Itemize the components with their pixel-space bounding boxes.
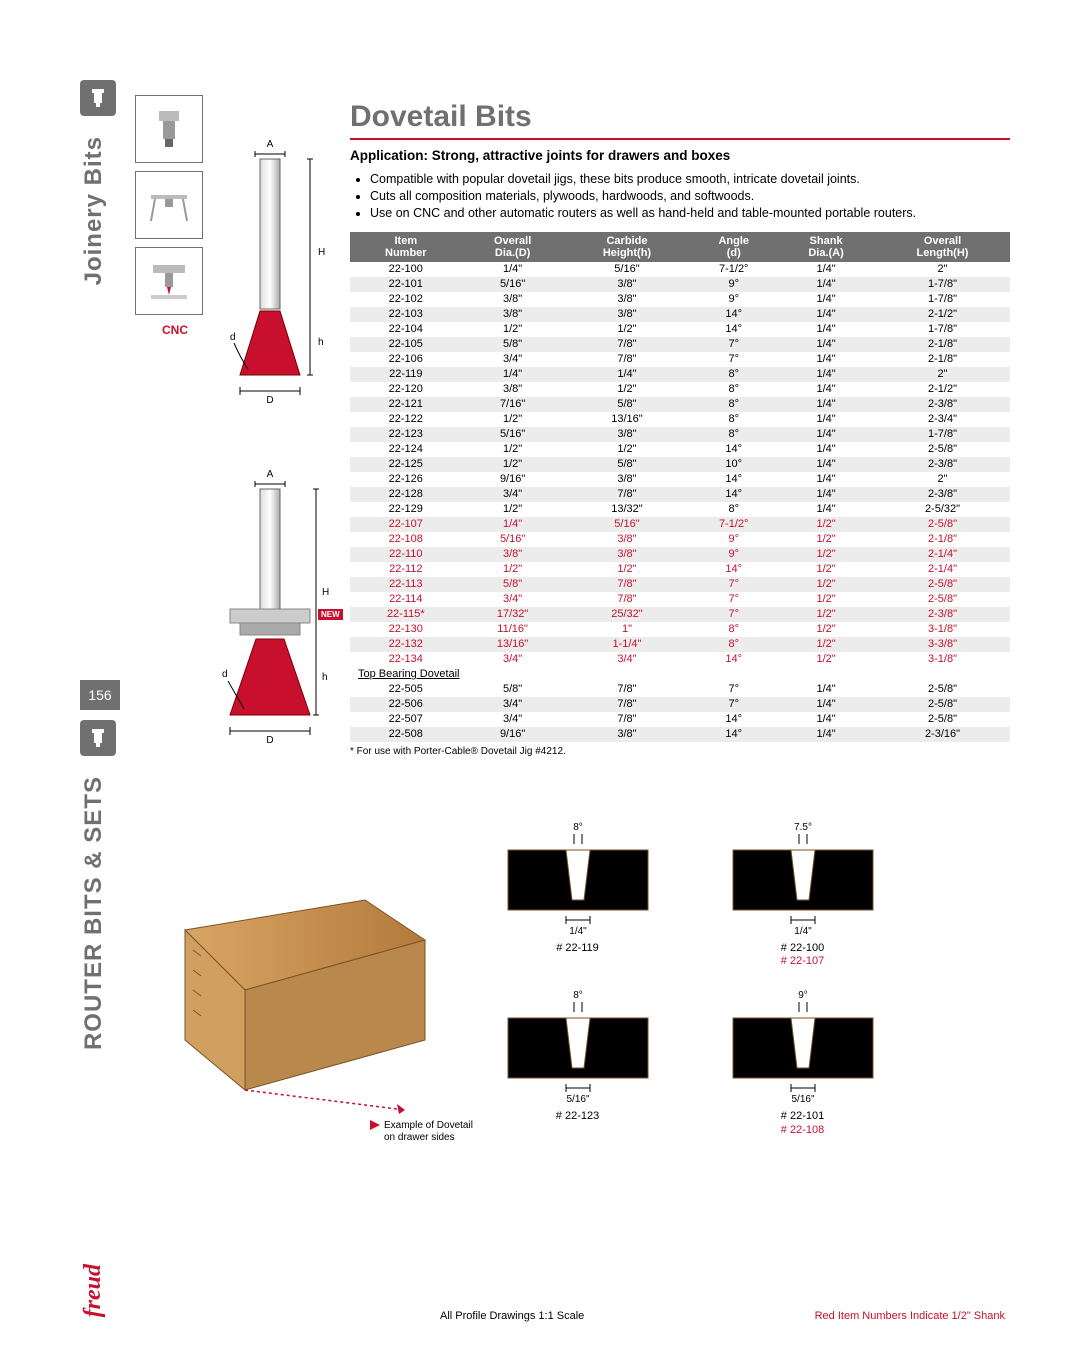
page-title: Dovetail Bits <box>350 100 1010 134</box>
table-footnote: * For use with Porter-Cable® Dovetail Ji… <box>350 746 1010 757</box>
spec-row: 22-1191/4"1/4"8°1/4"2" <box>350 367 1010 382</box>
spec-row: 22-1203/8"1/2"8°1/4"2-1/2" <box>350 382 1010 397</box>
spec-row: 22-1071/4"5/16"7-1/2°1/2"2-5/8" <box>350 517 1010 532</box>
router-icon-2 <box>80 720 116 756</box>
svg-text:H: H <box>322 587 329 598</box>
spec-row: 22-13213/16"1-1/4"8°1/2"3-3/8" <box>350 637 1010 652</box>
title-underline <box>350 138 1010 140</box>
spec-row: 22-1343/4"3/4"14°1/2"3-1/8" <box>350 652 1010 667</box>
spec-row: 22-1269/16"3/8"14°1/4"2" <box>350 472 1010 487</box>
svg-text:H: H <box>318 247 325 258</box>
spec-row: 22-1055/8"7/8"7°1/4"2-1/8" <box>350 337 1010 352</box>
spec-row: 22-1041/2"1/2"14°1/4"1-7/8" <box>350 322 1010 337</box>
spec-row: 22-115*NEW17/32"25/32"7°1/2"2-3/8" <box>350 607 1010 622</box>
new-tag: NEW <box>318 609 343 620</box>
spec-row: 22-1015/16"3/8"9°1/4"1-7/8" <box>350 277 1010 292</box>
spec-row: 22-5089/16"3/8"14°1/4"2-3/16" <box>350 727 1010 742</box>
router-icon <box>80 80 116 116</box>
section-label-bottom: ROUTER BITS & SETS <box>80 776 120 1050</box>
section-label-top: Joinery Bits <box>80 136 120 285</box>
drawer-illustration <box>145 870 445 1135</box>
svg-text:9°: 9° <box>798 990 808 1001</box>
spec-column-header: Angle(d) <box>690 232 777 262</box>
bit-diagram-column: A d H h D A d H h D <box>200 135 340 795</box>
spec-column-header: OverallDia.(D) <box>462 232 564 262</box>
svg-text:d: d <box>222 669 228 680</box>
spec-row: 22-13011/16"1"8°1/2"3-1/8" <box>350 622 1010 637</box>
feature-bullet: Cuts all composition materials, plywoods… <box>370 188 1010 205</box>
profile-cell: 8° 1/4" # 22-119 <box>480 820 675 968</box>
profile-cell: 8° 5/16" # 22-123 <box>480 988 675 1136</box>
feature-bullets: Compatible with popular dovetail jigs, t… <box>350 171 1010 222</box>
spec-row: 22-1033/8"3/8"14°1/4"2-1/2" <box>350 307 1010 322</box>
spec-row: 22-1001/4"5/16"7-1/2°1/4"2" <box>350 262 1010 277</box>
spec-row: 22-1283/4"7/8"14°1/4"2-3/8" <box>350 487 1010 502</box>
svg-text:D: D <box>266 395 273 406</box>
footer-left: All Profile Drawings 1:1 Scale <box>440 1310 584 1322</box>
spec-row: 22-1085/16"3/8"9°1/2"2-1/8" <box>350 532 1010 547</box>
svg-text:5/16": 5/16" <box>566 1094 589 1105</box>
svg-text:d: d <box>230 332 236 343</box>
svg-text:8°: 8° <box>573 990 583 1001</box>
svg-text:1/4": 1/4" <box>569 926 587 937</box>
svg-text:8°: 8° <box>573 822 583 833</box>
bit-diagram-1: A d H h D <box>200 135 340 435</box>
thumb-router-table-icon <box>135 171 203 239</box>
page-number: 156 <box>80 680 120 710</box>
thumb-handheld-router-icon <box>135 95 203 163</box>
spec-row: 22-5055/8"7/8"7°1/4"2-5/8" <box>350 682 1010 697</box>
spec-column-header: ShankDia.(A) <box>777 232 875 262</box>
profile-cell: 9° 5/16" # 22-101# 22-108 <box>705 988 900 1136</box>
spec-row: 22-5073/4"7/8"14°1/4"2-5/8" <box>350 712 1010 727</box>
feature-bullet: Use on CNC and other automatic routers a… <box>370 205 1010 222</box>
svg-text:1/4": 1/4" <box>794 926 812 937</box>
spec-column-header: ItemNumber <box>350 232 462 262</box>
spec-row: 22-1217/16"5/8"8°1/4"2-3/8" <box>350 397 1010 412</box>
brand-logo: freud <box>80 1264 107 1317</box>
spec-row: 22-1121/2"1/2"14°1/2"2-1/4" <box>350 562 1010 577</box>
drawer-caption-text: Example of Dovetail on drawer sides <box>384 1120 473 1144</box>
svg-text:D: D <box>266 735 273 746</box>
thumb-cnc-icon <box>135 247 203 315</box>
svg-text:5/16": 5/16" <box>791 1094 814 1105</box>
svg-text:A: A <box>267 139 274 150</box>
feature-bullet: Compatible with popular dovetail jigs, t… <box>370 171 1010 188</box>
spec-column-header: CarbideHeight(h) <box>564 232 691 262</box>
profile-cell: 7.5° 1/4" # 22-100# 22-107 <box>705 820 900 968</box>
spec-row: 22-1251/2"5/8"10°1/4"2-3/8" <box>350 457 1010 472</box>
footer-right: Red Item Numbers Indicate 1/2" Shank <box>815 1310 1005 1322</box>
left-rail-bottom: ROUTER BITS & SETS <box>80 720 120 1327</box>
profile-grid: 8° 1/4" # 22-119 7.5° 1/4" # 22-100# 22-… <box>480 820 900 1137</box>
svg-text:h: h <box>322 672 328 683</box>
spec-row: 22-1235/16"3/8"8°1/4"1-7/8" <box>350 427 1010 442</box>
spec-column-header: OverallLength(H) <box>875 232 1010 262</box>
spec-section-row: Top Bearing Dovetail <box>350 667 1010 682</box>
spec-row: 22-1291/2"13/32"8°1/4"2-5/32" <box>350 502 1010 517</box>
spec-table: ItemNumberOverallDia.(D)CarbideHeight(h)… <box>350 232 1010 742</box>
spec-row: 22-1221/2"13/16"8°1/4"2-3/4" <box>350 412 1010 427</box>
spec-row: 22-1023/8"3/8"9°1/4"1-7/8" <box>350 292 1010 307</box>
svg-text:A: A <box>267 469 274 480</box>
spec-row: 22-1143/4"7/8"7°1/2"2-5/8" <box>350 592 1010 607</box>
svg-text:7.5°: 7.5° <box>794 822 812 833</box>
svg-text:h: h <box>318 337 324 348</box>
drawer-caption: Example of Dovetail on drawer sides <box>370 1120 473 1144</box>
spec-row: 22-1241/2"1/2"14°1/4"2-5/8" <box>350 442 1010 457</box>
spec-row: 22-5063/4"7/8"7°1/4"2-5/8" <box>350 697 1010 712</box>
spec-row: 22-1103/8"3/8"9°1/2"2-1/4" <box>350 547 1010 562</box>
spec-row: 22-1135/8"7/8"7°1/2"2-5/8" <box>350 577 1010 592</box>
spec-row: 22-1063/4"7/8"7°1/4"2-1/8" <box>350 352 1010 367</box>
application-line: Application: Strong, attractive joints f… <box>350 148 1010 163</box>
